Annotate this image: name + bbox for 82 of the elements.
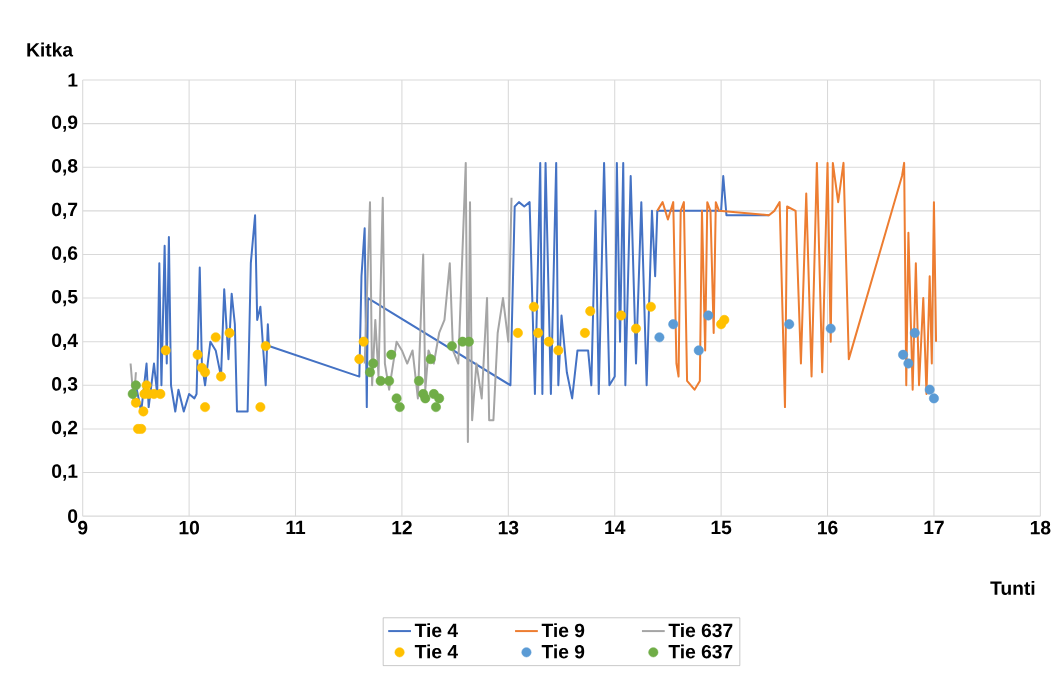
point — [654, 332, 665, 343]
point — [446, 341, 457, 352]
point — [224, 328, 235, 338]
point — [210, 332, 221, 343]
y-axis-title: Kitka — [27, 42, 74, 57]
x-axis-title: Tunti — [990, 580, 1035, 596]
point — [127, 389, 138, 400]
point — [784, 319, 795, 330]
x-tick-label: 15 — [711, 520, 732, 535]
point — [391, 393, 402, 404]
point — [130, 380, 141, 391]
point — [354, 354, 365, 365]
point — [903, 358, 914, 369]
point — [216, 371, 226, 382]
legend-label: Tie 637 — [668, 623, 733, 638]
legend-label: Tie 4 — [414, 623, 458, 638]
y-tick-label: 0,6 — [52, 246, 78, 263]
point — [703, 310, 714, 321]
point — [414, 376, 424, 386]
point — [260, 341, 271, 352]
x-tick-label: 9 — [78, 520, 88, 535]
point — [668, 319, 679, 330]
y-tick-label: 0,5 — [52, 289, 78, 307]
point — [631, 323, 641, 334]
y-tick-label: 0,1 — [52, 464, 78, 481]
point — [386, 349, 397, 360]
x-tick-label: 18 — [1030, 520, 1051, 535]
point — [200, 402, 210, 413]
point — [425, 354, 436, 365]
point — [434, 393, 445, 404]
x-tick-label: 13 — [498, 520, 519, 535]
y-tick-label: 1 — [68, 73, 78, 87]
point — [512, 328, 523, 338]
y-tick-label: 0,2 — [52, 420, 78, 438]
point — [394, 402, 405, 413]
point — [645, 301, 656, 312]
legend-label: Tie 637 — [668, 644, 733, 659]
point — [358, 336, 369, 347]
point — [719, 315, 730, 325]
x-tick-label: 12 — [392, 520, 412, 535]
x-tick-label: 14 — [605, 520, 626, 535]
y-tick-label: 0,9 — [52, 115, 78, 132]
point — [579, 328, 590, 338]
point — [138, 406, 149, 417]
point — [365, 367, 375, 378]
point — [375, 376, 386, 386]
point — [909, 328, 920, 338]
legend-label: Tie 4 — [414, 644, 458, 659]
point — [464, 336, 474, 347]
legend-label: Tie 9 — [541, 623, 585, 638]
point — [368, 358, 379, 369]
x-tick-label: 16 — [818, 520, 838, 535]
point — [431, 402, 441, 413]
point — [141, 380, 152, 391]
line-series — [656, 161, 938, 409]
point — [585, 306, 596, 317]
y-tick-label: 0 — [68, 509, 78, 524]
point — [553, 345, 564, 356]
x-tick-label: 17 — [924, 520, 944, 535]
y-tick-label: 0,8 — [52, 159, 78, 176]
point — [924, 384, 935, 395]
point — [693, 345, 704, 356]
y-tick-label: 0,3 — [52, 377, 78, 394]
y-tick-label: 0,7 — [52, 202, 78, 220]
point — [200, 367, 210, 378]
y-tick-label: 0,4 — [52, 333, 78, 350]
point — [528, 301, 539, 312]
point — [928, 393, 939, 404]
point — [130, 397, 141, 408]
point — [192, 349, 203, 360]
point — [898, 349, 909, 360]
x-tick-label: 10 — [179, 520, 199, 535]
point — [420, 393, 431, 404]
point — [616, 310, 627, 321]
point — [160, 345, 171, 356]
point — [255, 402, 266, 413]
point — [384, 376, 395, 386]
legend-label: Tie 9 — [541, 644, 585, 659]
x-tick-label: 11 — [286, 520, 306, 535]
point — [533, 328, 544, 338]
point — [543, 336, 554, 347]
point — [825, 323, 836, 334]
